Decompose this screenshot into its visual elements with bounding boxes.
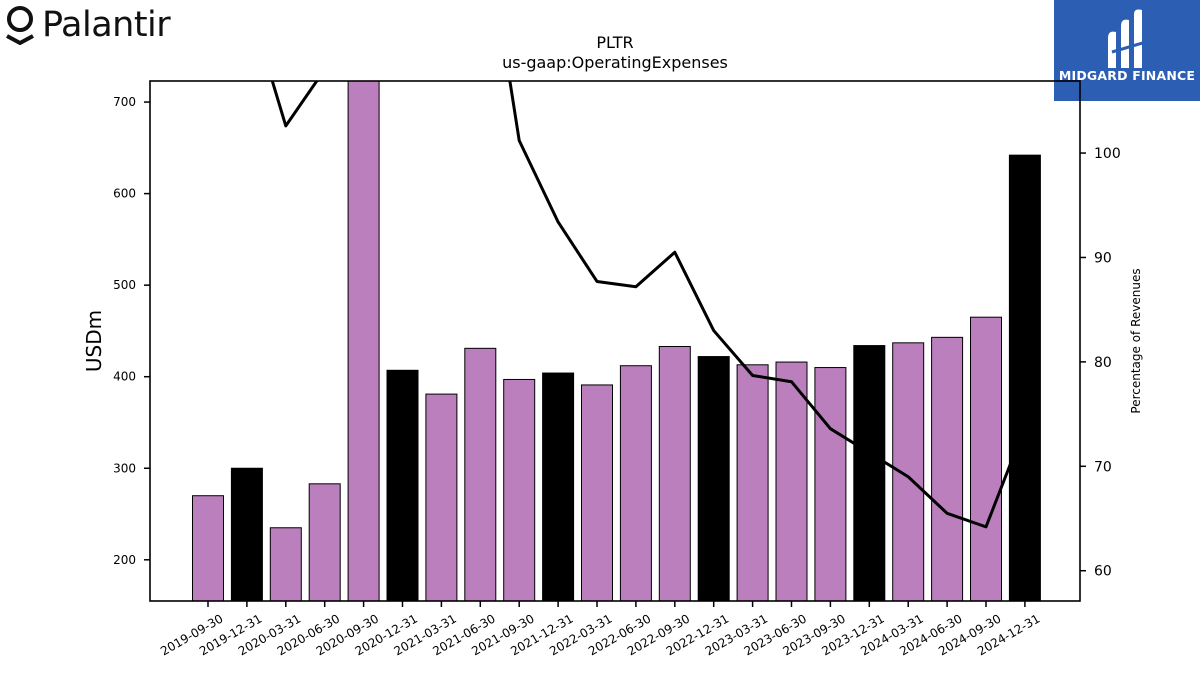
bar-2020-06-30 <box>308 483 341 601</box>
bar-2021-03-31 <box>425 393 458 601</box>
y2-tick-label: 80 <box>1094 355 1112 371</box>
y2-tick-label: 100 <box>1094 146 1121 162</box>
plot-frame <box>149 80 1081 602</box>
y-tick-label: 300 <box>113 461 136 475</box>
y2-tick-label: 90 <box>1094 250 1112 266</box>
midgard-logo-text: MIDGARD FINANCE <box>1058 68 1196 83</box>
y-tick-label: 600 <box>113 187 136 201</box>
bar-2021-12-31 <box>542 372 575 601</box>
bar-2020-03-31 <box>269 527 302 601</box>
palantir-logo-icon <box>6 6 34 45</box>
bar-2024-12-31 <box>1008 154 1041 601</box>
bar-2021-09-30 <box>503 378 536 601</box>
bar-2024-09-30 <box>970 316 1002 601</box>
chart-title: PLTR <box>596 33 633 52</box>
bar-2024-06-30 <box>931 336 964 601</box>
pct-of-revenue-line <box>270 81 1027 529</box>
y-tick-label: 500 <box>113 278 136 292</box>
bar-2023-09-30 <box>814 367 847 601</box>
bar-2021-06-30 <box>464 347 497 601</box>
bar-2019-09-30 <box>192 495 224 601</box>
bar-2022-12-31 <box>697 356 730 601</box>
bar-2022-09-30 <box>658 345 691 601</box>
y-tick-label: 400 <box>113 370 136 384</box>
y2-tick-label: 60 <box>1094 564 1112 580</box>
midgard-finance-logo: MIDGARD FINANCE <box>1054 0 1200 101</box>
y2-tick-label: 70 <box>1094 459 1112 475</box>
bar-2020-12-31 <box>386 369 419 601</box>
bar-2019-12-31 <box>230 467 263 601</box>
bar-2020-09-30 <box>347 81 380 601</box>
y-axis-label: USDm <box>82 310 106 372</box>
bar-2023-12-31 <box>853 345 886 601</box>
bar-2022-03-31 <box>581 384 613 601</box>
bar-2024-03-31 <box>892 342 925 601</box>
chart-subtitle: us-gaap:OperatingExpenses <box>502 53 728 72</box>
palantir-logo-text: Palantir <box>42 5 171 45</box>
palantir-logo: Palantir <box>4 4 171 46</box>
y-tick-label: 200 <box>113 553 136 567</box>
bar-2022-06-30 <box>619 365 652 601</box>
bar-2023-03-31 <box>736 364 769 601</box>
midgard-logo-icon <box>1108 9 1147 69</box>
y-tick-label: 700 <box>113 95 136 109</box>
bar-2023-06-30 <box>775 361 808 601</box>
y2-axis-label: Percentage of Revenues <box>1129 268 1143 413</box>
